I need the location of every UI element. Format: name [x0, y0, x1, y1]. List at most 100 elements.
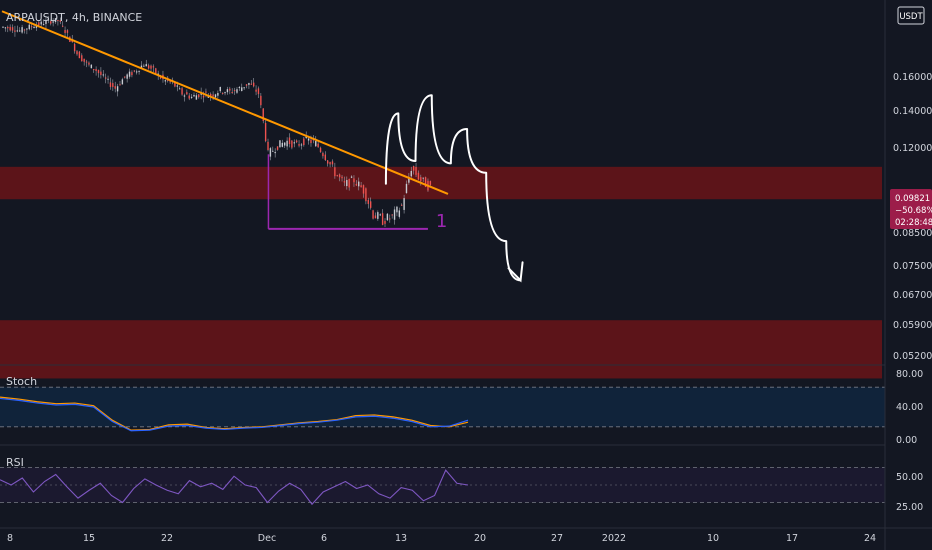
candle-body — [159, 76, 162, 79]
chart-title: ARPAUSDT, 4h, BINANCE — [6, 11, 142, 24]
candle-body — [85, 61, 88, 63]
y-tick-label: 0.05900 — [893, 320, 932, 331]
candle-body — [381, 213, 384, 225]
candle-body — [19, 30, 21, 32]
candle-body — [150, 65, 152, 69]
candle-body — [102, 74, 104, 76]
candle-body — [133, 70, 136, 72]
candle-body — [93, 69, 95, 71]
currency-badge[interactable]: USDT — [897, 6, 925, 25]
candle-body — [116, 86, 119, 92]
last-price-countdown: 02:28:48 — [895, 218, 932, 228]
candle-body — [269, 148, 272, 157]
candle-body — [152, 66, 155, 68]
candle-body — [417, 172, 420, 180]
y-tick-label: 0.06700 — [893, 290, 932, 301]
candle-body — [260, 95, 262, 106]
y-tick-label: 0.05200 — [893, 351, 932, 362]
candle-body — [128, 71, 131, 77]
candle-body — [327, 160, 329, 164]
candle-body — [136, 71, 138, 73]
candle-body — [188, 95, 190, 99]
stoch-line-1 — [0, 396, 469, 431]
candle-body — [7, 26, 9, 29]
candle-body — [317, 143, 319, 148]
candle-body — [178, 88, 181, 90]
candle-body — [291, 140, 293, 148]
candle-body — [236, 89, 238, 93]
candle-body — [298, 144, 300, 146]
candle-body — [272, 150, 274, 152]
stoch-y-tick: 80.00 — [896, 369, 923, 380]
candle-body — [391, 214, 393, 216]
x-tick-label: 6 — [321, 533, 327, 544]
candle-body — [284, 142, 286, 146]
candle-body — [124, 76, 126, 78]
candle-body — [14, 30, 16, 32]
candle-body — [319, 147, 322, 153]
candle-body — [57, 20, 59, 22]
candle-body — [131, 72, 133, 76]
candle-body — [193, 94, 195, 97]
candle-body — [243, 87, 245, 89]
candle-body — [186, 92, 188, 95]
candle-body — [181, 88, 183, 95]
y-tick-label: 0.08500 — [893, 228, 932, 239]
currency-badge-label: USDT — [899, 12, 923, 22]
candle-body — [97, 70, 100, 74]
candle-body — [288, 137, 291, 145]
candle-body — [210, 93, 212, 97]
candle-body — [174, 82, 176, 87]
candle-body — [183, 95, 186, 97]
candle-body — [389, 218, 391, 220]
candle-body — [28, 24, 30, 30]
candle-body — [281, 142, 284, 147]
candle-body — [377, 212, 379, 219]
candle-body — [104, 77, 107, 79]
candle-body — [336, 175, 338, 177]
x-tick-label: 8 — [7, 533, 13, 544]
candle-body — [396, 206, 398, 213]
y-tick-label: 0.07500 — [893, 261, 932, 272]
candle-body — [348, 179, 350, 188]
x-tick-label: 17 — [786, 533, 798, 544]
candle-body — [384, 220, 386, 224]
candle-body — [424, 177, 427, 187]
candle-body — [350, 176, 353, 178]
candle-body — [334, 167, 336, 177]
resistance-zone-1 — [0, 166, 882, 200]
candle-body — [250, 83, 252, 85]
candle-body — [95, 69, 97, 72]
candle-body — [26, 28, 28, 30]
candle-body — [293, 142, 295, 144]
rsi-line — [0, 469, 469, 506]
candle-body — [429, 181, 432, 185]
candle-body — [379, 214, 381, 216]
candle-body — [300, 144, 303, 146]
currency-badge-box — [897, 6, 925, 25]
candle-body — [140, 65, 143, 69]
candle-body — [343, 181, 346, 183]
candle-body — [64, 29, 66, 33]
trendline — [1, 10, 449, 195]
candle-body — [245, 84, 248, 86]
candle-body — [276, 146, 279, 150]
candle-body — [386, 213, 389, 221]
y-tick-label: 0.16000 — [893, 72, 932, 83]
last-price-badge: 0.09821 −50.68% 02:28:48 — [890, 189, 932, 229]
candle-body — [393, 209, 396, 220]
candle-body — [255, 89, 257, 92]
candle-body — [176, 85, 178, 87]
candle-body — [408, 176, 410, 183]
stoch-y-tick: 0.00 — [896, 435, 917, 446]
candle-body — [83, 58, 85, 62]
candle-body — [52, 21, 54, 23]
projection-path — [384, 94, 522, 282]
rsi-pane: 50.00 25.00 — [0, 467, 923, 513]
candle-body — [412, 166, 415, 171]
candle-body — [38, 22, 40, 26]
candle-body — [415, 166, 417, 175]
candle-body — [365, 188, 367, 202]
